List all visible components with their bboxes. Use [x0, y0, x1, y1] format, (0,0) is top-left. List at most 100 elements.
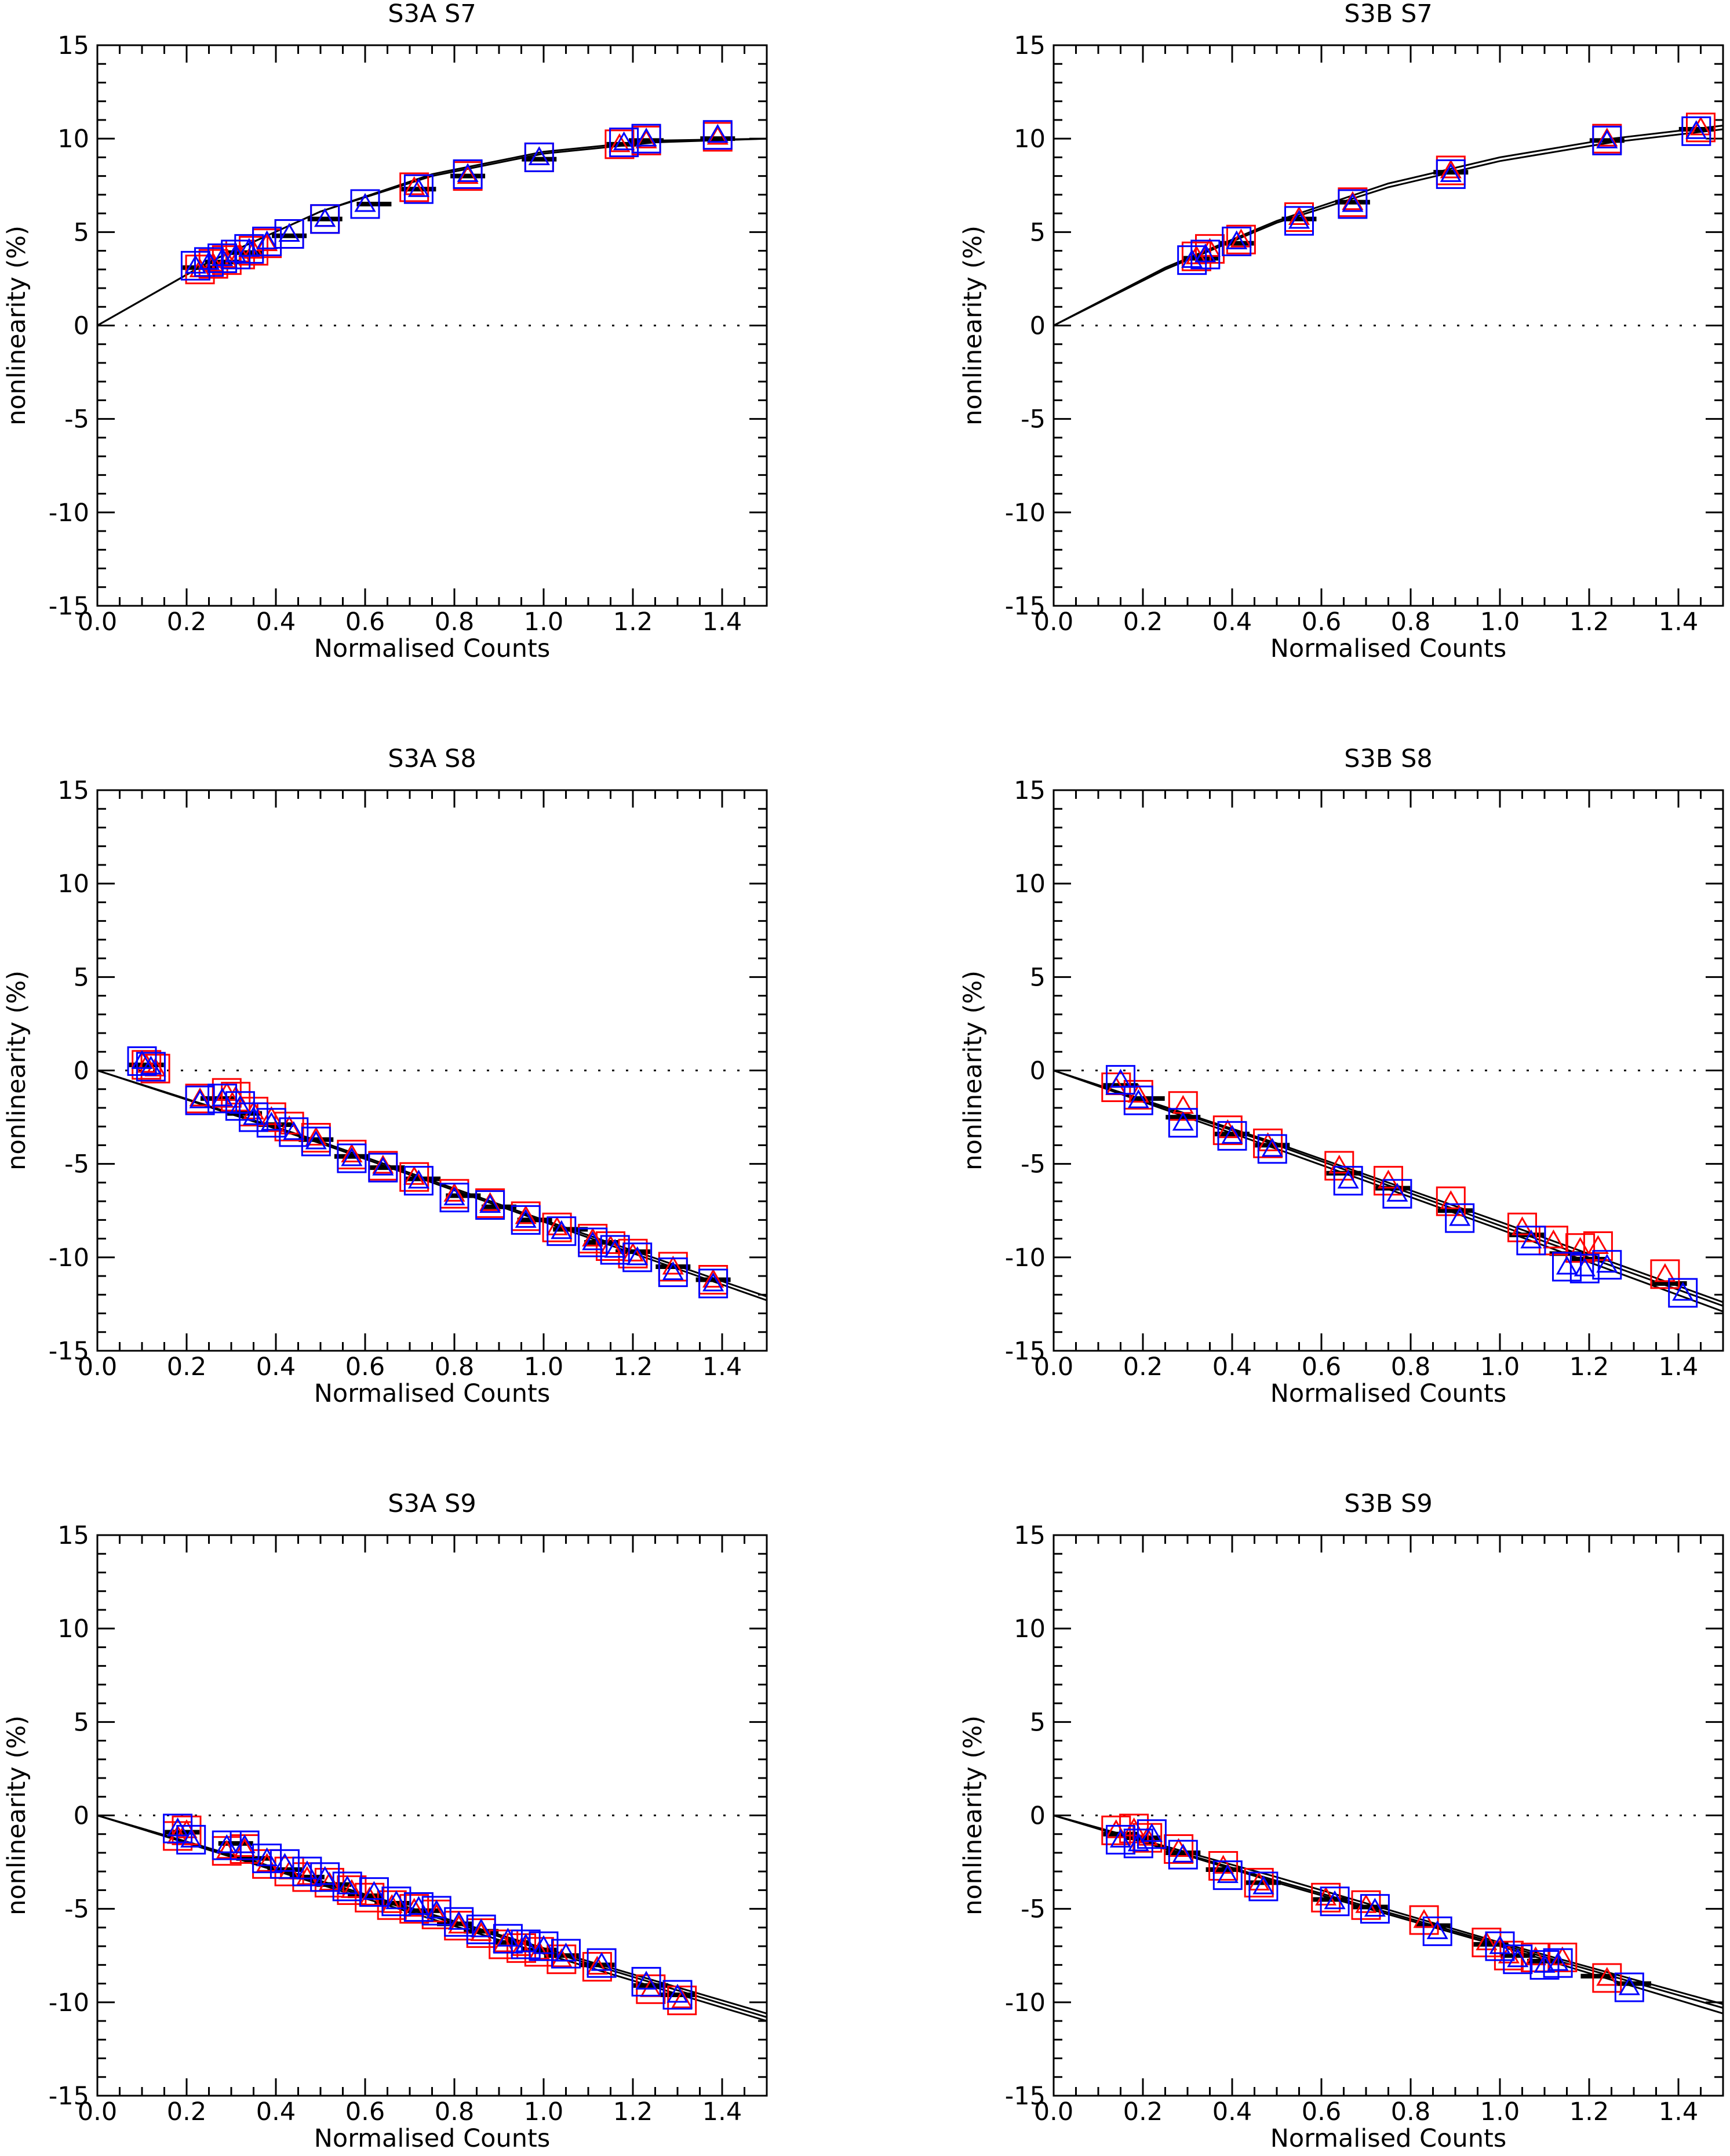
- y-tick-label: -10: [49, 1988, 89, 2017]
- blue-square-marker: [301, 1126, 331, 1157]
- blue-triangle-marker: [470, 1918, 492, 1937]
- x-tick-label: 0.2: [167, 608, 206, 637]
- blue-triangle-marker: [274, 1853, 296, 1872]
- x-axis-label: Normalised Counts: [314, 2124, 550, 2153]
- x-tick-label: 0.4: [256, 608, 296, 637]
- y-axis-label: nonlinearity (%): [2, 1715, 31, 1915]
- x-tick-label: 0.6: [345, 608, 385, 637]
- x-axis-label: Normalised Counts: [1270, 1379, 1506, 1408]
- red-square-marker: [1311, 1882, 1341, 1913]
- blue-triangle-marker: [363, 1881, 385, 1900]
- red-square-marker: [1195, 234, 1225, 264]
- blue-triangle-marker: [1672, 1282, 1694, 1301]
- blue-triangle-marker: [1226, 230, 1248, 249]
- red-square-marker: [1226, 224, 1256, 254]
- red-triangle-marker: [586, 1955, 608, 1975]
- red-square-marker: [1244, 1868, 1274, 1898]
- y-tick-label: 0: [74, 312, 89, 341]
- plot-frame: [1052, 44, 1724, 607]
- y-tick-label: 10: [57, 125, 89, 154]
- red-square-marker: [1436, 1186, 1466, 1216]
- blue-square-marker: [1445, 1203, 1475, 1233]
- chart-panel: S3B S9 0.0 0.2 0.4 0.6 0.8 1.0 1.2 1.4 15 10 5 0 -5 -1…: [959, 1489, 1724, 2153]
- x-tick-label: 1.0: [524, 1353, 563, 1381]
- blue-triangle-marker: [613, 131, 635, 151]
- red-square-marker: [132, 1050, 162, 1080]
- blue-square-marker: [274, 219, 304, 249]
- x-tick-label: 1.4: [702, 608, 742, 637]
- blue-square-marker: [1320, 1886, 1350, 1917]
- blue-triangle-marker: [528, 146, 550, 165]
- blue-triangle-marker: [555, 1943, 577, 1962]
- blue-triangle-marker: [260, 1111, 282, 1131]
- x-tick-label: 0.0: [1034, 608, 1073, 637]
- blue-square-marker: [658, 1257, 688, 1288]
- x-tick-label: 1.4: [1659, 2097, 1698, 2126]
- red-triangle-marker: [1596, 1966, 1618, 1986]
- x-tick-label: 1.0: [1480, 608, 1520, 637]
- blue-triangle-marker: [443, 1186, 465, 1206]
- red-square-marker: [1686, 112, 1716, 143]
- red-square-marker: [1547, 1942, 1578, 1972]
- blue-square-marker: [1360, 1894, 1390, 1924]
- red-triangle-marker: [372, 1154, 394, 1174]
- y-tick-label: 10: [57, 870, 89, 899]
- x-tick-label: 0.2: [1123, 608, 1163, 637]
- red-triangle-marker: [1248, 1871, 1270, 1891]
- blue-square-marker: [359, 1877, 389, 1907]
- blue-triangle-marker: [1342, 192, 1364, 212]
- y-tick-label: 10: [57, 1615, 89, 1644]
- chart-title: S3A S9: [388, 1489, 476, 1518]
- blue-triangle-marker: [551, 1220, 573, 1239]
- red-square-marker: [274, 1111, 304, 1141]
- blue-triangle-marker: [1596, 1253, 1618, 1273]
- y-tick-label: 15: [1014, 776, 1046, 805]
- blue-triangle-marker: [582, 1231, 604, 1250]
- blue-square-marker: [1257, 1134, 1287, 1164]
- x-tick-label: 0.4: [1212, 608, 1252, 637]
- y-tick-label: 0: [74, 1802, 89, 1831]
- blue-square-marker: [662, 1980, 693, 2010]
- red-triangle-marker: [706, 125, 729, 145]
- blue-triangle-marker: [635, 1970, 657, 1990]
- red-triangle-marker: [1288, 206, 1310, 226]
- red-triangle-marker: [1654, 1263, 1676, 1282]
- y-tick-label: -15: [49, 1337, 89, 1366]
- red-square-marker: [1168, 1091, 1198, 1121]
- blue-square-marker: [1284, 206, 1314, 236]
- blue-triangle-marker: [591, 1952, 613, 1971]
- x-axis-label: Normalised Counts: [314, 1379, 550, 1408]
- blue-square-marker: [310, 1862, 340, 1892]
- red-square-marker: [1592, 1963, 1622, 1993]
- blue-square-marker: [1668, 1278, 1698, 1308]
- red-triangle-marker: [470, 1922, 492, 1942]
- y-tick-label: 10: [1014, 870, 1046, 899]
- red-triangle-marker: [546, 1216, 568, 1235]
- y-tick-label: 15: [57, 31, 89, 60]
- x-tick-label: 0.8: [435, 608, 474, 637]
- blue-triangle-marker: [1440, 163, 1462, 182]
- blue-triangle-marker: [1252, 1875, 1274, 1895]
- blue-triangle-marker: [666, 1983, 689, 2003]
- blue-square-marker: [185, 1085, 215, 1115]
- plot-frame: [96, 1534, 768, 2097]
- x-tick-label: 1.2: [613, 1353, 653, 1381]
- x-tick-label: 1.2: [1569, 2097, 1609, 2126]
- blue-square-marker: [176, 1824, 206, 1855]
- blue-square-marker: [1248, 1871, 1279, 1902]
- red-triangle-marker: [341, 1143, 363, 1163]
- plot-frame: [1052, 789, 1724, 1352]
- blue-square-marker: [350, 189, 380, 219]
- y-tick-label: 5: [1030, 963, 1046, 992]
- x-tick-label: 0.4: [256, 1353, 296, 1381]
- y-tick-label: 5: [74, 1708, 89, 1737]
- plot-frame: [96, 44, 768, 607]
- y-tick-label: -5: [1021, 1895, 1046, 1924]
- y-axis-label: nonlinearity (%): [959, 226, 988, 426]
- blue-triangle-marker: [1261, 1137, 1283, 1157]
- x-tick-label: 0.0: [78, 608, 117, 637]
- blue-square-marker: [587, 1948, 617, 1978]
- red-triangle-marker: [609, 133, 631, 152]
- blue-square-marker: [292, 1856, 322, 1886]
- blue-square-marker: [337, 1143, 367, 1173]
